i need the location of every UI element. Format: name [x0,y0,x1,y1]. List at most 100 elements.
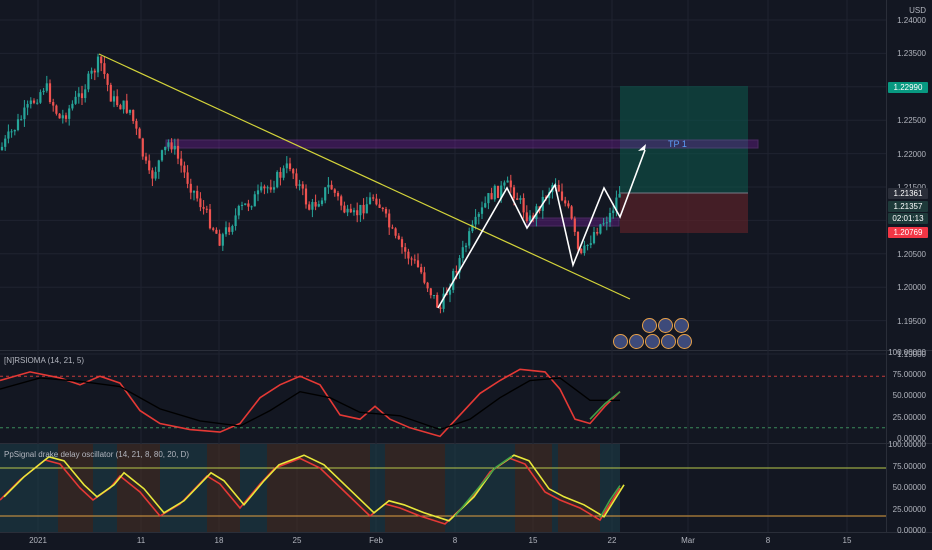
candle-body [218,233,221,246]
indicator-tick: 100.00000 [888,348,926,357]
candle-body [612,210,615,213]
candle-body [189,183,192,193]
candle-body [496,185,500,198]
candle-body [87,73,90,90]
candle-body [196,190,199,199]
candle-body [407,251,410,259]
candle-body [327,184,330,188]
tp-label: TP 1 [668,139,687,149]
signal-band [0,444,58,532]
candle-body [397,235,400,240]
pane-divider[interactable] [0,350,932,351]
candle-body [148,160,151,171]
candle-body [272,187,276,190]
candle-body [448,289,452,295]
candle-body [112,96,116,102]
candle-body [378,204,381,208]
candle-body [240,204,244,206]
candle-body [480,207,484,214]
candle-body [560,191,564,201]
drake-title[interactable]: PpSignal drake delay oscillator (14, 21,… [4,450,189,459]
rsioma-signal [0,377,620,431]
event-icon[interactable] [658,318,673,333]
price-axis[interactable] [886,0,932,350]
candle-body [429,288,432,296]
candle-body [484,203,487,208]
candle-body [471,224,474,232]
event-icon[interactable] [674,318,689,333]
candle-body [308,204,311,210]
candle-body [576,231,580,249]
candle-body [423,272,426,283]
candle-body [301,184,304,189]
candle-body [282,168,285,178]
indicator-tick: 50.00000 [892,391,926,400]
candle-body [583,245,586,254]
rsioma-axis[interactable] [886,351,932,443]
candle-body [164,146,167,151]
candle-body [45,83,48,91]
candle-body [224,227,228,235]
candle-body [589,243,592,245]
candle-body [464,245,468,248]
signal-band [240,444,267,532]
candle-body [167,142,170,147]
candle-body [346,208,349,213]
candle-body [71,103,74,109]
candle-body [221,234,224,246]
time-tick: 15 [528,536,538,545]
candle-body [48,83,52,103]
time-axis-border [0,532,932,533]
candle-body [420,267,423,273]
candle-body [311,201,314,210]
candle-body [394,228,397,236]
candle-body [116,96,119,106]
candle-body [7,131,10,139]
time-tick: 18 [214,536,224,545]
event-icon[interactable] [677,334,692,349]
candle-body [68,108,71,119]
candle-body [333,189,336,193]
candle-body [55,105,58,114]
indicator-tick: 75.00000 [892,369,926,379]
indicator-tick: 75.00000 [892,461,926,471]
event-icon[interactable] [645,334,660,349]
pane-divider[interactable] [0,443,932,444]
signal-band [558,444,600,532]
candle-body [58,113,61,119]
price-tick: 1.19500 [897,316,926,326]
candle-body [234,215,237,227]
candle-body [256,190,260,195]
candle-body [103,63,106,75]
candle-body [119,105,122,110]
candle-body [608,212,612,223]
candle-body [336,192,340,197]
candle-body [599,224,602,234]
resistance-zone [165,139,759,149]
candle-body [77,93,80,97]
candle-body [269,187,272,190]
candle-body [26,104,29,108]
candle-body [426,282,429,289]
event-icon[interactable] [629,334,644,349]
candle-body [500,185,503,198]
event-icon[interactable] [613,334,628,349]
event-icon[interactable] [661,334,676,349]
drake-axis[interactable] [886,444,932,532]
candle-body [180,158,183,166]
candle-body [570,206,573,219]
projection-path [437,149,646,309]
candle-body [285,163,288,169]
time-tick: 8 [765,536,771,545]
candle-body [304,188,308,205]
candle-body [61,115,64,119]
candle-body [231,226,234,232]
candle-body [32,100,36,103]
candle-body [144,156,148,161]
event-icon[interactable] [642,318,657,333]
price-tick: 1.20000 [897,283,926,293]
candle-body [138,128,141,139]
rsioma-title[interactable]: [N]RSIOMA (14, 21, 5) [4,356,85,365]
price-tick: 1.19000 [897,350,926,359]
